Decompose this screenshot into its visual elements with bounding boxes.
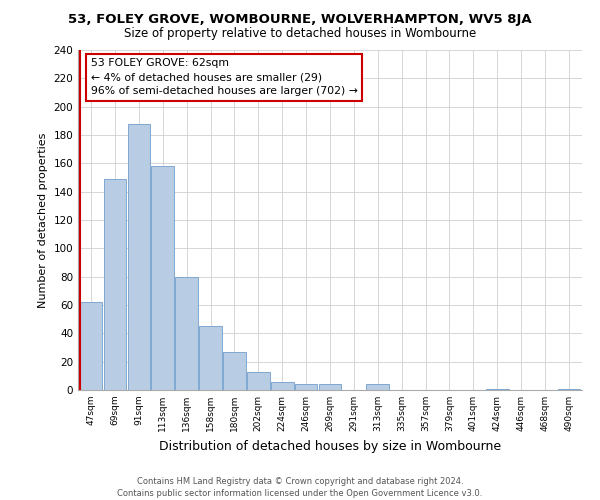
Bar bbox=[128, 124, 150, 390]
Text: Size of property relative to detached houses in Wombourne: Size of property relative to detached ho… bbox=[124, 28, 476, 40]
Bar bbox=[175, 276, 198, 390]
Text: 53 FOLEY GROVE: 62sqm
← 4% of detached houses are smaller (29)
96% of semi-detac: 53 FOLEY GROVE: 62sqm ← 4% of detached h… bbox=[91, 58, 358, 96]
Bar bbox=[367, 384, 389, 390]
Bar bbox=[247, 372, 269, 390]
Text: Contains HM Land Registry data © Crown copyright and database right 2024.
Contai: Contains HM Land Registry data © Crown c… bbox=[118, 476, 482, 498]
Bar bbox=[295, 384, 317, 390]
Bar bbox=[271, 382, 293, 390]
X-axis label: Distribution of detached houses by size in Wombourne: Distribution of detached houses by size … bbox=[159, 440, 501, 452]
Bar bbox=[319, 384, 341, 390]
Bar bbox=[199, 326, 222, 390]
Bar bbox=[151, 166, 174, 390]
Bar bbox=[486, 388, 509, 390]
Bar bbox=[80, 302, 103, 390]
Bar bbox=[104, 179, 127, 390]
Bar bbox=[223, 352, 246, 390]
Bar bbox=[557, 388, 580, 390]
Y-axis label: Number of detached properties: Number of detached properties bbox=[38, 132, 48, 308]
Text: 53, FOLEY GROVE, WOMBOURNE, WOLVERHAMPTON, WV5 8JA: 53, FOLEY GROVE, WOMBOURNE, WOLVERHAMPTO… bbox=[68, 12, 532, 26]
